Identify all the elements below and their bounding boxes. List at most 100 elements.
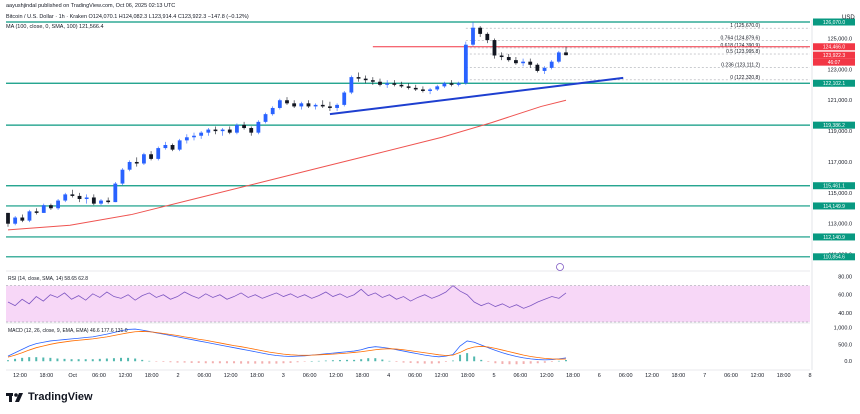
time-tick-label: 18:00 [671, 373, 685, 379]
candle-body [163, 145, 168, 149]
candle-body [564, 52, 568, 56]
currency-label[interactable]: USD [842, 15, 855, 21]
time-tick-label: 12:00 [645, 373, 659, 379]
candle [163, 141, 168, 150]
symbol-line[interactable]: Bitcoin / U.S. Dollar · 1h · Kraken O124… [6, 14, 249, 20]
candle-body [149, 154, 153, 159]
candle-body [335, 104, 339, 108]
time-tick-label: 12:00 [118, 373, 132, 379]
candle-body [363, 78, 368, 81]
candle-body [485, 33, 490, 41]
candle [91, 194, 96, 206]
candle-body [63, 194, 68, 201]
macd-pane: MACD (12, 26, close, 9, EMA, EMA) 46.6 1… [7, 325, 852, 365]
candle-body [220, 129, 225, 132]
candle-body [328, 106, 332, 108]
price-label-text: 46:07 [828, 60, 841, 66]
candle-body [456, 83, 461, 85]
time-tick-label: 12:00 [540, 373, 554, 379]
macd-histogram-bar [536, 361, 539, 364]
candle-body [521, 61, 525, 64]
candle [142, 152, 146, 166]
candle [84, 194, 89, 204]
candle [63, 192, 68, 203]
candle [292, 100, 297, 108]
candle [184, 134, 189, 144]
price-label-box: 110,854.6 [813, 253, 855, 261]
candle-body [413, 87, 418, 90]
candle-body [528, 61, 533, 65]
candle-body [277, 100, 282, 108]
rsi-line [7, 285, 567, 309]
candle-body [199, 132, 204, 136]
macd-histogram-bar [430, 361, 433, 364]
candle-body [306, 103, 311, 107]
price-axis: 111,000.0113,000.0115,000.0117,000.0119,… [813, 18, 855, 261]
macd-histogram-bar [473, 356, 476, 362]
candle-body [421, 89, 425, 91]
macd-histogram-bar [162, 361, 165, 362]
candle [242, 121, 246, 130]
macd-histogram-bar [557, 360, 560, 362]
macd-histogram-bar [56, 358, 59, 362]
macd-histogram-bar [317, 360, 320, 362]
macd-histogram-bar [176, 361, 179, 363]
price-label-box: 115,461.1 [813, 182, 855, 190]
macd-histogram-bar [197, 361, 200, 363]
candle-body [514, 60, 518, 64]
time-tick-label: 6 [598, 373, 601, 379]
candle [192, 132, 196, 141]
candle-body [206, 129, 211, 133]
time-tick-label: 12:00 [434, 373, 448, 379]
candle [370, 77, 375, 85]
fib-level-label: 0.764 (124,879.6) [721, 35, 761, 41]
trendline [329, 76, 624, 116]
candle [492, 38, 497, 59]
brand-name: TradingView [28, 391, 93, 403]
price-label-bg [813, 182, 855, 190]
moving-average-line [7, 99, 567, 231]
candle-body [113, 183, 118, 203]
candle-body [34, 211, 39, 213]
rsi-tick-label: 60.00 [838, 293, 852, 299]
time-tick-label: 06:00 [724, 373, 738, 379]
candle [249, 126, 254, 136]
price-tick-label: 117,000.0 [828, 160, 852, 166]
macd-histogram-bar [402, 361, 405, 363]
candle [13, 215, 18, 226]
price-label-box: 114,149.9 [813, 202, 855, 210]
time-tick-label: 18:00 [461, 373, 475, 379]
macd-histogram-bar [21, 357, 24, 362]
candle-body [428, 89, 432, 91]
time-tick-label: 06:00 [408, 373, 422, 379]
macd-histogram-bar [282, 361, 285, 364]
fib-level-label: 0.5 (123,995.8) [726, 49, 760, 55]
candle [306, 100, 311, 108]
macd-histogram-bar [112, 358, 115, 362]
price-label-text: 119,386.2 [823, 123, 845, 129]
candle-body [406, 86, 411, 88]
macd-histogram-bar [233, 361, 236, 364]
price-label-text: 123,922.3 [823, 53, 845, 59]
candle [406, 83, 411, 90]
candle [127, 160, 132, 172]
tradingview-logo-icon [6, 392, 23, 402]
candle [428, 87, 432, 95]
time-tick-label: 12:00 [224, 373, 238, 379]
candle-body [492, 40, 497, 56]
ma-indicator-line[interactable]: MA (100, close, 0, SMA, 100) 121,566.4 [6, 24, 104, 30]
candle [170, 143, 175, 152]
candle [313, 103, 318, 110]
macd-histogram-bar [529, 361, 532, 364]
author-line: aayushjindal published on TradingView.co… [6, 3, 176, 9]
candle [485, 32, 490, 44]
candle [506, 53, 511, 62]
macd-histogram-bar [437, 361, 440, 364]
candle-body [499, 55, 504, 58]
time-tick-label: 18:00 [566, 373, 580, 379]
time-tick-label: 12:00 [329, 373, 343, 379]
macd-histogram-bar [296, 361, 299, 363]
candle-body [142, 154, 146, 164]
macd-histogram-bar [565, 360, 567, 362]
tradingview-logo: TradingView [6, 391, 93, 403]
